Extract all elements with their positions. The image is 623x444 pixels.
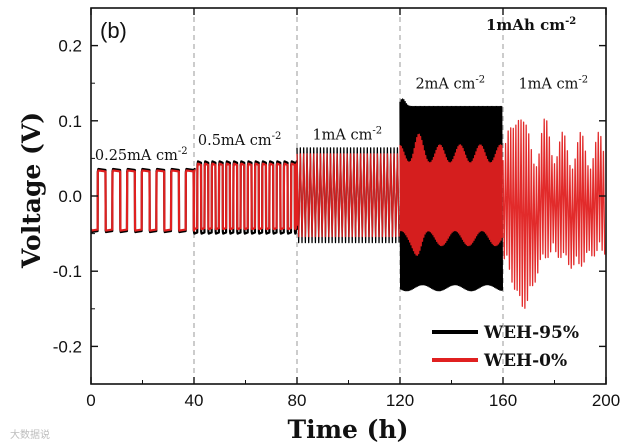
series-segment-line bbox=[192, 162, 299, 231]
y-tick-label: 0.1 bbox=[58, 112, 82, 131]
current-density-label: 1mA cm-2 bbox=[518, 74, 588, 92]
current-density-label: 1mA cm-2 bbox=[312, 126, 382, 144]
current-density-label: 2mA cm-2 bbox=[415, 74, 485, 92]
series-segment-line bbox=[502, 118, 606, 309]
legend: WEH-95% WEH-0% bbox=[432, 323, 579, 371]
capacity-label: 1mAh cm-2 bbox=[486, 16, 576, 34]
current-density-label: 0.25mA cm-2 bbox=[95, 146, 188, 164]
x-tick-label: 0 bbox=[86, 391, 95, 410]
x-tick-label: 40 bbox=[185, 391, 204, 410]
series-segment-line bbox=[296, 153, 400, 238]
series-weh0 bbox=[91, 118, 606, 309]
x-tick-label: 200 bbox=[592, 391, 620, 410]
series-segment-line bbox=[91, 169, 196, 232]
current-density-annotations: 0.25mA cm-2 0.5mA cm-2 1mA cm-2 2mA cm-2 1mA… bbox=[95, 74, 588, 163]
y-tick-label: 0.2 bbox=[58, 37, 82, 56]
legend-label-weh95: WEH-95% bbox=[483, 323, 579, 343]
legend-label-weh0: WEH-0% bbox=[483, 351, 567, 371]
series-layer bbox=[91, 98, 606, 309]
y-tick-label: 0.0 bbox=[58, 187, 82, 206]
x-tick-label: 160 bbox=[489, 391, 517, 410]
watermark: 大数据说 bbox=[10, 428, 50, 441]
series-segment-line bbox=[399, 133, 504, 256]
y-tick-label: -0.1 bbox=[53, 262, 82, 281]
tick-labels: 0 40 80 120 160 200 -0.2 -0.1 0.0 0.1 0.2 bbox=[53, 37, 620, 410]
axis-ticks bbox=[90, 8, 607, 384]
y-axis-title: Voltage (V) bbox=[17, 112, 46, 269]
y-tick-label: -0.2 bbox=[53, 337, 82, 356]
x-tick-label: 80 bbox=[288, 391, 307, 410]
x-axis-title: Time (h) bbox=[288, 415, 409, 444]
current-density-label: 0.5mA cm-2 bbox=[198, 131, 282, 149]
panel-label: (b) bbox=[100, 18, 127, 43]
x-tick-label: 120 bbox=[386, 391, 414, 410]
